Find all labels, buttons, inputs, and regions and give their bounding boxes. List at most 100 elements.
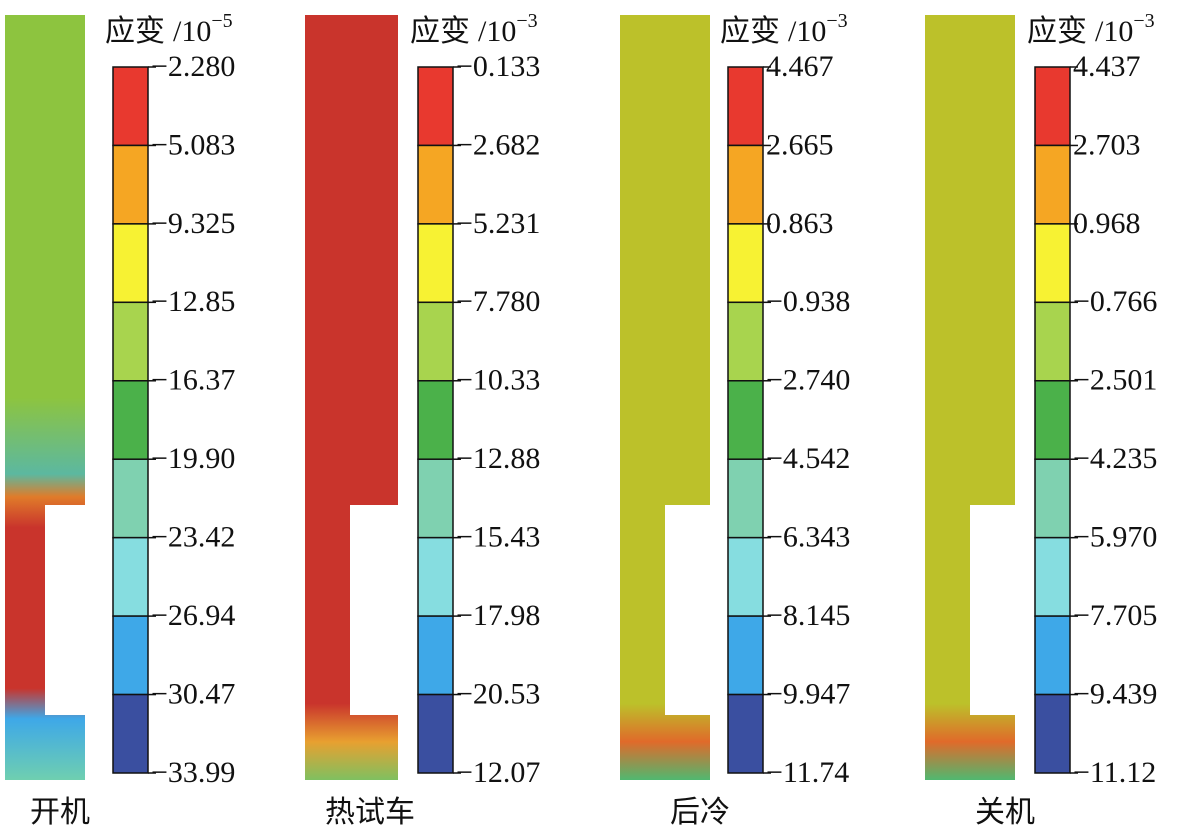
colorbar-label: −19.90 — [151, 442, 235, 475]
colorbar-label: −33.99 — [151, 756, 235, 789]
color-band — [1034, 223, 1071, 304]
colorbar-label: −20.53 — [456, 677, 540, 710]
legend-title: 应变/10−3 — [720, 10, 848, 48]
legend-name: 应变 — [410, 15, 470, 48]
legend-exponent: −3 — [1133, 10, 1154, 32]
colorbar-label: −2.280 — [151, 50, 235, 83]
caption: 开机 — [30, 796, 90, 829]
colorbar-label: −6.343 — [766, 521, 850, 554]
caption: 后冷 — [670, 796, 730, 829]
colorbar-label: −9.947 — [766, 677, 850, 710]
colorbar-label: −11.12 — [1073, 756, 1156, 789]
model-shape — [305, 15, 398, 780]
legend-name: 应变 — [1027, 15, 1087, 48]
color-band — [417, 380, 454, 460]
color-band — [112, 458, 149, 539]
model-shape — [5, 15, 85, 780]
legend-title: 应变/10−3 — [410, 10, 538, 48]
legend-unit: /10 — [788, 15, 826, 48]
color-band — [1034, 458, 1071, 539]
color-band — [112, 693, 149, 774]
color-band — [727, 223, 764, 304]
colorbar-label: −5.231 — [456, 207, 540, 240]
legend-unit: /10 — [173, 15, 211, 48]
legend-exponent: −3 — [516, 10, 537, 32]
colorbar-label: −12.85 — [151, 285, 235, 318]
colorbar-label: −2.740 — [766, 364, 850, 397]
caption: 热试车 — [325, 796, 415, 829]
color-band — [727, 458, 764, 539]
legend-title: 应变/10−3 — [1027, 10, 1155, 48]
colorbar-label: −5.083 — [151, 128, 235, 161]
colorbar-label: −16.37 — [151, 364, 235, 397]
color-band — [417, 615, 454, 696]
color-band — [417, 693, 454, 774]
colorbar-label: −10.33 — [456, 364, 540, 397]
color-band — [1034, 693, 1071, 774]
caption: 关机 — [975, 796, 1035, 829]
colorbar-label: −11.74 — [766, 756, 849, 789]
colorbar-label: 0.863 — [766, 207, 834, 240]
colorbar-label: −12.88 — [456, 442, 540, 475]
legend-unit: /10 — [478, 15, 516, 48]
colorbar-label: 4.467 — [766, 50, 834, 83]
color-band — [112, 301, 149, 382]
color-band — [727, 66, 764, 147]
color-band — [112, 615, 149, 696]
color-band — [727, 693, 764, 774]
color-band — [417, 223, 454, 304]
colorbar-label: −7.780 — [456, 285, 540, 318]
color-band — [112, 144, 149, 225]
colorbar-label: −30.47 — [151, 677, 235, 710]
color-band — [112, 536, 149, 617]
color-band — [1034, 615, 1071, 696]
color-band — [417, 458, 454, 539]
color-band — [1034, 66, 1071, 147]
colorbar-label: −2.682 — [456, 128, 540, 161]
legend-name: 应变 — [720, 15, 780, 48]
color-band — [1034, 144, 1071, 225]
color-band — [112, 223, 149, 304]
color-band — [727, 301, 764, 382]
colorbar-label: 2.703 — [1073, 128, 1141, 161]
color-band — [727, 615, 764, 696]
colorbar-label: 4.437 — [1073, 50, 1141, 83]
colorbar-label: −4.542 — [766, 442, 850, 475]
colorbar-label: −17.98 — [456, 599, 540, 632]
legend-name: 应变 — [105, 15, 165, 48]
colorbar-label: −5.970 — [1073, 521, 1157, 554]
legend-exponent: −3 — [826, 10, 847, 32]
model-shape — [620, 15, 710, 780]
color-band — [112, 380, 149, 460]
colorbar-label: −15.43 — [456, 521, 540, 554]
legend-unit: /10 — [1095, 15, 1133, 48]
colorbar-label: −9.439 — [1073, 677, 1157, 710]
colorbar-label: −0.766 — [1073, 285, 1157, 318]
color-band — [727, 380, 764, 460]
colorbar-label: −8.145 — [766, 599, 850, 632]
colorbar-label: −4.235 — [1073, 442, 1157, 475]
color-band — [1034, 380, 1071, 460]
colorbar-label: −9.325 — [151, 207, 235, 240]
color-band — [417, 66, 454, 147]
color-band — [727, 144, 764, 225]
color-band — [112, 66, 149, 147]
model-shape — [925, 15, 1015, 780]
color-band — [1034, 536, 1071, 617]
colorbar-label: −0.938 — [766, 285, 850, 318]
colorbar-label: −0.133 — [456, 50, 540, 83]
color-band — [417, 536, 454, 617]
legend-title: 应变/10−5 — [105, 10, 233, 48]
color-band — [727, 536, 764, 617]
colorbar-label: −23.42 — [151, 521, 235, 554]
colorbar-label: 2.665 — [766, 128, 834, 161]
colorbar-label: −26.94 — [151, 599, 235, 632]
colorbar-label: −2.501 — [1073, 364, 1157, 397]
color-band — [1034, 301, 1071, 382]
legend-exponent: −5 — [211, 10, 232, 32]
colorbar-label: 0.968 — [1073, 207, 1141, 240]
colorbar-label: −7.705 — [1073, 599, 1157, 632]
colorbar-label: −12.07 — [456, 756, 540, 789]
color-band — [417, 301, 454, 382]
